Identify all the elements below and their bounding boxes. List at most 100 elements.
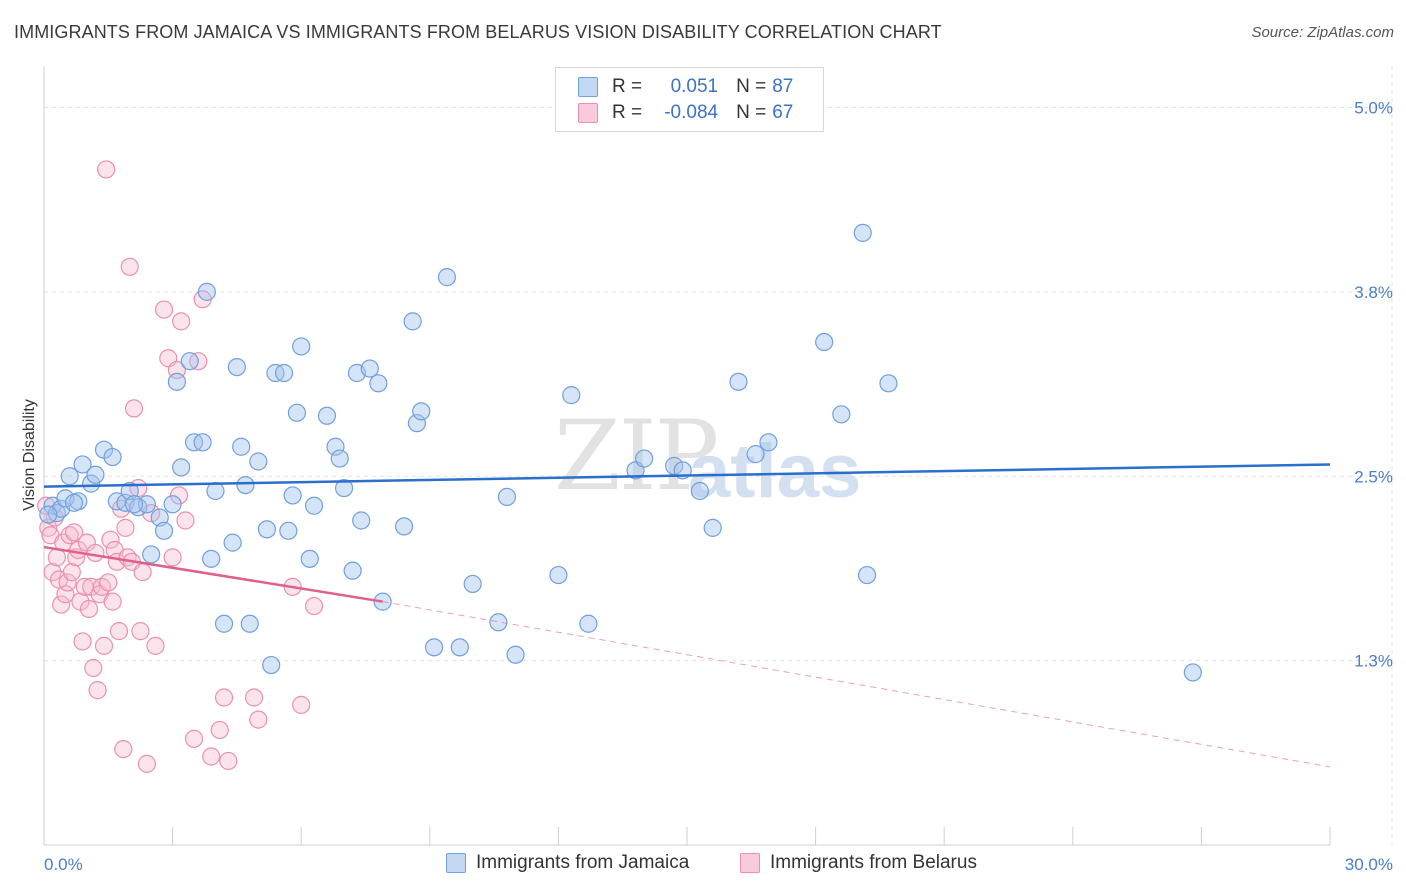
jamaica-point — [197, 282, 216, 301]
jamaica-point — [450, 638, 469, 657]
belarus-point — [114, 740, 133, 759]
jamaica-swatch — [578, 77, 598, 97]
jamaica-point — [240, 614, 259, 633]
belarus-point — [249, 710, 268, 729]
belarus-point — [292, 695, 311, 714]
belarus-point — [79, 599, 99, 619]
chart-title: IMMIGRANTS FROM JAMAICA VS IMMIGRANTS FR… — [14, 22, 942, 42]
jamaica-point — [343, 561, 362, 580]
jamaica-point — [497, 487, 517, 506]
belarus-point — [133, 563, 152, 582]
belarus-point — [176, 511, 195, 530]
jamaica-point — [579, 614, 598, 633]
belarus-point — [43, 563, 62, 582]
belarus-point — [146, 636, 165, 655]
jamaica-point — [832, 405, 851, 424]
y-axis-label: Vision Disability — [21, 399, 38, 511]
jamaica-point — [103, 447, 122, 467]
jamaica-point — [257, 520, 277, 539]
jamaica-point — [193, 433, 212, 452]
jamaica-point — [39, 505, 58, 524]
y-tick-label: 2.5% — [1354, 467, 1393, 486]
belarus-point — [154, 300, 174, 319]
jamaica-point — [1183, 663, 1202, 682]
bottom-legend-belarus[interactable]: Immigrants from Belarus — [740, 852, 977, 874]
belarus-point — [163, 548, 182, 567]
jamaica-point — [287, 403, 307, 422]
jamaica-point — [879, 374, 898, 393]
jamaica-point — [124, 495, 144, 514]
jamaica-point — [330, 449, 349, 468]
belarus-series — [37, 160, 324, 773]
jamaica-legend-label: Immigrants from Jamaica — [476, 852, 690, 873]
jamaica-point — [729, 372, 748, 391]
jamaica-point — [304, 496, 324, 515]
jamaica-point — [206, 481, 225, 501]
legend-r-label: R = — [612, 76, 643, 97]
jamaica-point — [506, 645, 525, 664]
belarus-point — [124, 399, 144, 418]
source-label: Source: ZipAtlas.com — [1251, 24, 1394, 41]
jamaica-point — [300, 549, 319, 568]
legend-r-value: 0.051 — [670, 76, 719, 97]
jamaica-point — [407, 414, 427, 433]
belarus-point — [202, 747, 221, 766]
jamaica-point — [703, 518, 722, 537]
jamaica-point — [369, 374, 388, 393]
trend-lines — [43, 463, 1331, 768]
jamaica-point — [292, 337, 311, 356]
belarus-point — [131, 622, 150, 641]
jamaica-point — [202, 549, 221, 568]
belarus-point — [184, 729, 204, 748]
belarus-point — [86, 543, 105, 563]
jamaica-point — [249, 452, 268, 471]
jamaica-point — [853, 223, 872, 242]
jamaica-point — [549, 565, 568, 585]
belarus-point — [58, 573, 77, 592]
jamaica-point — [180, 352, 199, 371]
belarus-point — [52, 595, 71, 614]
jamaica-point — [326, 437, 345, 456]
trend-extension-belarus — [382, 601, 1331, 768]
legend-row-jamaica: R = 0.051 N = 87 — [578, 76, 793, 100]
y-tick-label: 3.8% — [1354, 283, 1393, 302]
legend-row-belarus: R = -0.084 N = 67 — [578, 102, 793, 126]
x-tick-label-min: 0.0% — [44, 855, 83, 874]
jamaica-point — [562, 386, 581, 405]
trend-line-belarus — [43, 545, 383, 603]
legend-r-label: R = — [612, 102, 643, 123]
axes — [43, 66, 1331, 846]
belarus-point — [244, 688, 264, 707]
jamaica-point — [424, 638, 444, 657]
belarus-point — [101, 530, 120, 549]
belarus-point — [109, 622, 129, 641]
jamaica-point — [223, 533, 242, 552]
jamaica-point — [154, 521, 174, 540]
jamaica-point — [403, 312, 422, 331]
jamaica-point — [137, 495, 156, 514]
belarus-legend-label: Immigrants from Belarus — [770, 852, 977, 873]
legend-n-label: N = — [736, 76, 767, 97]
jamaica-point — [489, 613, 508, 632]
belarus-point — [210, 720, 229, 740]
legend-n-value: 87 — [772, 76, 794, 97]
jamaica-point — [857, 565, 877, 585]
bottom-legend-jamaica[interactable]: Immigrants from Jamaica — [446, 852, 689, 874]
jamaica-point — [232, 437, 251, 456]
jamaica-series — [39, 223, 1202, 682]
gridlines — [44, 66, 1393, 845]
legend-r-value: -0.084 — [664, 102, 719, 123]
belarus-point — [94, 636, 114, 655]
jamaica-point — [759, 433, 778, 452]
belarus-point — [172, 312, 191, 331]
jamaica-point — [142, 545, 161, 564]
belarus-point — [73, 632, 92, 651]
jamaica-point — [172, 458, 191, 477]
jamaica-point — [437, 268, 457, 287]
jamaica-point — [60, 467, 79, 486]
jamaica-point — [163, 495, 182, 514]
belarus-point — [137, 754, 156, 773]
jamaica-point — [412, 402, 431, 421]
belarus-point — [214, 688, 234, 707]
